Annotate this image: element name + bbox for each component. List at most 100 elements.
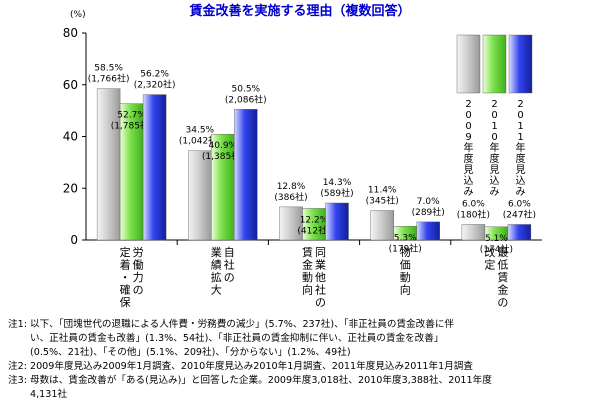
y-axis-unit: (%) — [70, 10, 86, 20]
data-label-count: (179社) — [389, 242, 422, 254]
data-label-percent: 52.7% — [117, 111, 146, 121]
legend-label-char: 0 — [491, 110, 497, 121]
data-label-percent: 6.0% — [508, 199, 531, 209]
data-label-percent: 14.3% — [323, 178, 352, 188]
bar — [325, 202, 349, 241]
x-category-label-char: 働 — [133, 259, 144, 272]
data-label-count: (247社) — [503, 208, 536, 220]
x-category-label-char: 賃 — [497, 270, 508, 284]
x-category-label-char: 向 — [302, 283, 313, 297]
data-label-count: (180社) — [457, 208, 490, 220]
x-category-label-char: の — [497, 296, 508, 309]
data-label-percent: 58.5% — [94, 64, 123, 74]
x-category-label-char: 着 — [120, 258, 131, 272]
legend-label-char: 1 — [517, 121, 523, 132]
x-category-label-char: 績 — [211, 258, 222, 272]
data-label-percent: 12.8% — [277, 182, 306, 192]
data-label-percent: 7.0% — [417, 197, 440, 207]
legend-label-char: 年 — [490, 141, 500, 154]
legend-label-char: 0 — [491, 132, 497, 143]
x-category-label-char: 金 — [497, 283, 508, 297]
x-category-label-char: 価 — [400, 259, 411, 272]
y-tick-label: 80 — [63, 26, 78, 40]
data-label-percent: 6.0% — [462, 199, 485, 209]
legend-label-char: 年 — [464, 141, 474, 154]
data-label-count: (1,785社) — [111, 120, 153, 132]
data-label-count: (1,042社) — [179, 135, 221, 147]
legend-label-char: 2 — [491, 99, 497, 110]
data-label-percent: 5.1% — [485, 234, 508, 244]
footnote-1-line-2: い、正社員の賃金も改善」(1.3%、54社)、「非正社員の賃金抑制に伴い、正社員… — [30, 333, 444, 344]
legend-swatch — [456, 34, 481, 94]
x-category-label-char: 低 — [497, 259, 508, 272]
legend-label-char: 度 — [516, 152, 526, 165]
y-tick-label: 40 — [63, 130, 78, 144]
legend-label-char: 2 — [517, 99, 523, 110]
bar — [461, 224, 486, 241]
bar — [234, 109, 258, 241]
x-category-label-char: の — [315, 296, 326, 309]
bar — [507, 224, 532, 241]
legend-label-char: 見 — [516, 164, 526, 176]
legend-label-char: み — [490, 187, 500, 198]
legend-label-char: み — [464, 187, 474, 198]
x-category-label-char: ・ — [120, 271, 131, 284]
x-category-label-char: 同 — [315, 246, 326, 259]
y-tick-label: 20 — [63, 181, 78, 195]
footnote-3-line-1: 注3: 母数は、賃金改善が「ある(見込み)」と回答した企業。2009年度3,01… — [8, 375, 492, 386]
bar — [416, 221, 440, 241]
x-category-label-char: 社 — [224, 258, 235, 272]
x-category-label-char: 自 — [224, 246, 235, 259]
x-category-label-char: 最 — [497, 246, 508, 259]
data-label-count: (345社) — [366, 195, 399, 207]
x-category-label-char: 定 — [120, 245, 131, 259]
bar — [370, 210, 394, 241]
legend-label-char: 1 — [491, 121, 497, 132]
legend-label-char: 0 — [465, 121, 471, 132]
chart-canvas: 賃金改善を実施する理由（複数回答） (%) 02040608058.5%(1,7… — [63, 3, 542, 309]
data-label-percent: 56.2% — [140, 70, 169, 80]
legend-label-char: 年 — [516, 141, 526, 154]
data-label-count: (2,320社) — [134, 79, 176, 91]
legend-label-char: 度 — [464, 152, 474, 165]
x-category-label-char: 保 — [120, 295, 131, 309]
x-category-label-char: 動 — [400, 270, 411, 284]
x-category-label-char: 賃 — [302, 245, 313, 259]
data-label-percent: 11.4% — [368, 186, 397, 196]
x-category-label-char: 定 — [484, 258, 495, 272]
legend-swatch — [508, 34, 533, 94]
x-category-label-char: 社 — [315, 283, 326, 297]
footnote-3-line-2: 4,131社 — [30, 389, 68, 400]
legend-label-char: 見 — [490, 164, 500, 176]
bar — [142, 94, 167, 241]
legend-label-char: 度 — [490, 152, 500, 165]
x-category-label-char: 物 — [400, 245, 411, 259]
data-label-percent: 12.2% — [300, 215, 329, 225]
y-tick-label: 0 — [70, 233, 78, 247]
legend-label-char: 0 — [465, 110, 471, 121]
x-category-label-char: 拡 — [211, 270, 222, 284]
legend-label-char: み — [516, 187, 526, 198]
bar — [188, 150, 212, 241]
data-label-count: (2,086社) — [225, 93, 267, 105]
legend-label-char: 1 — [517, 132, 523, 143]
x-category-label-char: 業 — [211, 246, 222, 259]
x-category-label-char: 確 — [120, 283, 131, 297]
legend-label-char: 込 — [490, 175, 500, 187]
legend-label-char: 9 — [465, 132, 471, 143]
x-category-label-char: 改 — [484, 245, 495, 259]
chart-title: 賃金改善を実施する理由（複数回答） — [188, 3, 410, 19]
data-label-percent: 40.9% — [209, 141, 238, 151]
x-category-label-char: の — [224, 271, 235, 284]
x-category-label-char: 金 — [302, 258, 313, 272]
data-label-count: (1,385社) — [202, 150, 244, 162]
x-category-label-char: 動 — [302, 270, 313, 284]
x-category-label-char: 労 — [133, 245, 144, 259]
data-label-percent: 34.5% — [186, 126, 215, 136]
data-label-percent: 50.5% — [232, 84, 261, 94]
data-label-count: (386社) — [274, 191, 307, 203]
legend-label-char: 込 — [516, 175, 526, 187]
footnotes: 注1: 以下、「団塊世代の退職による人件費・労務費の減少」(5.7%、237社)… — [8, 318, 604, 402]
data-label-count: (1,766社) — [88, 73, 130, 85]
x-category-label-char: 業 — [315, 259, 326, 272]
